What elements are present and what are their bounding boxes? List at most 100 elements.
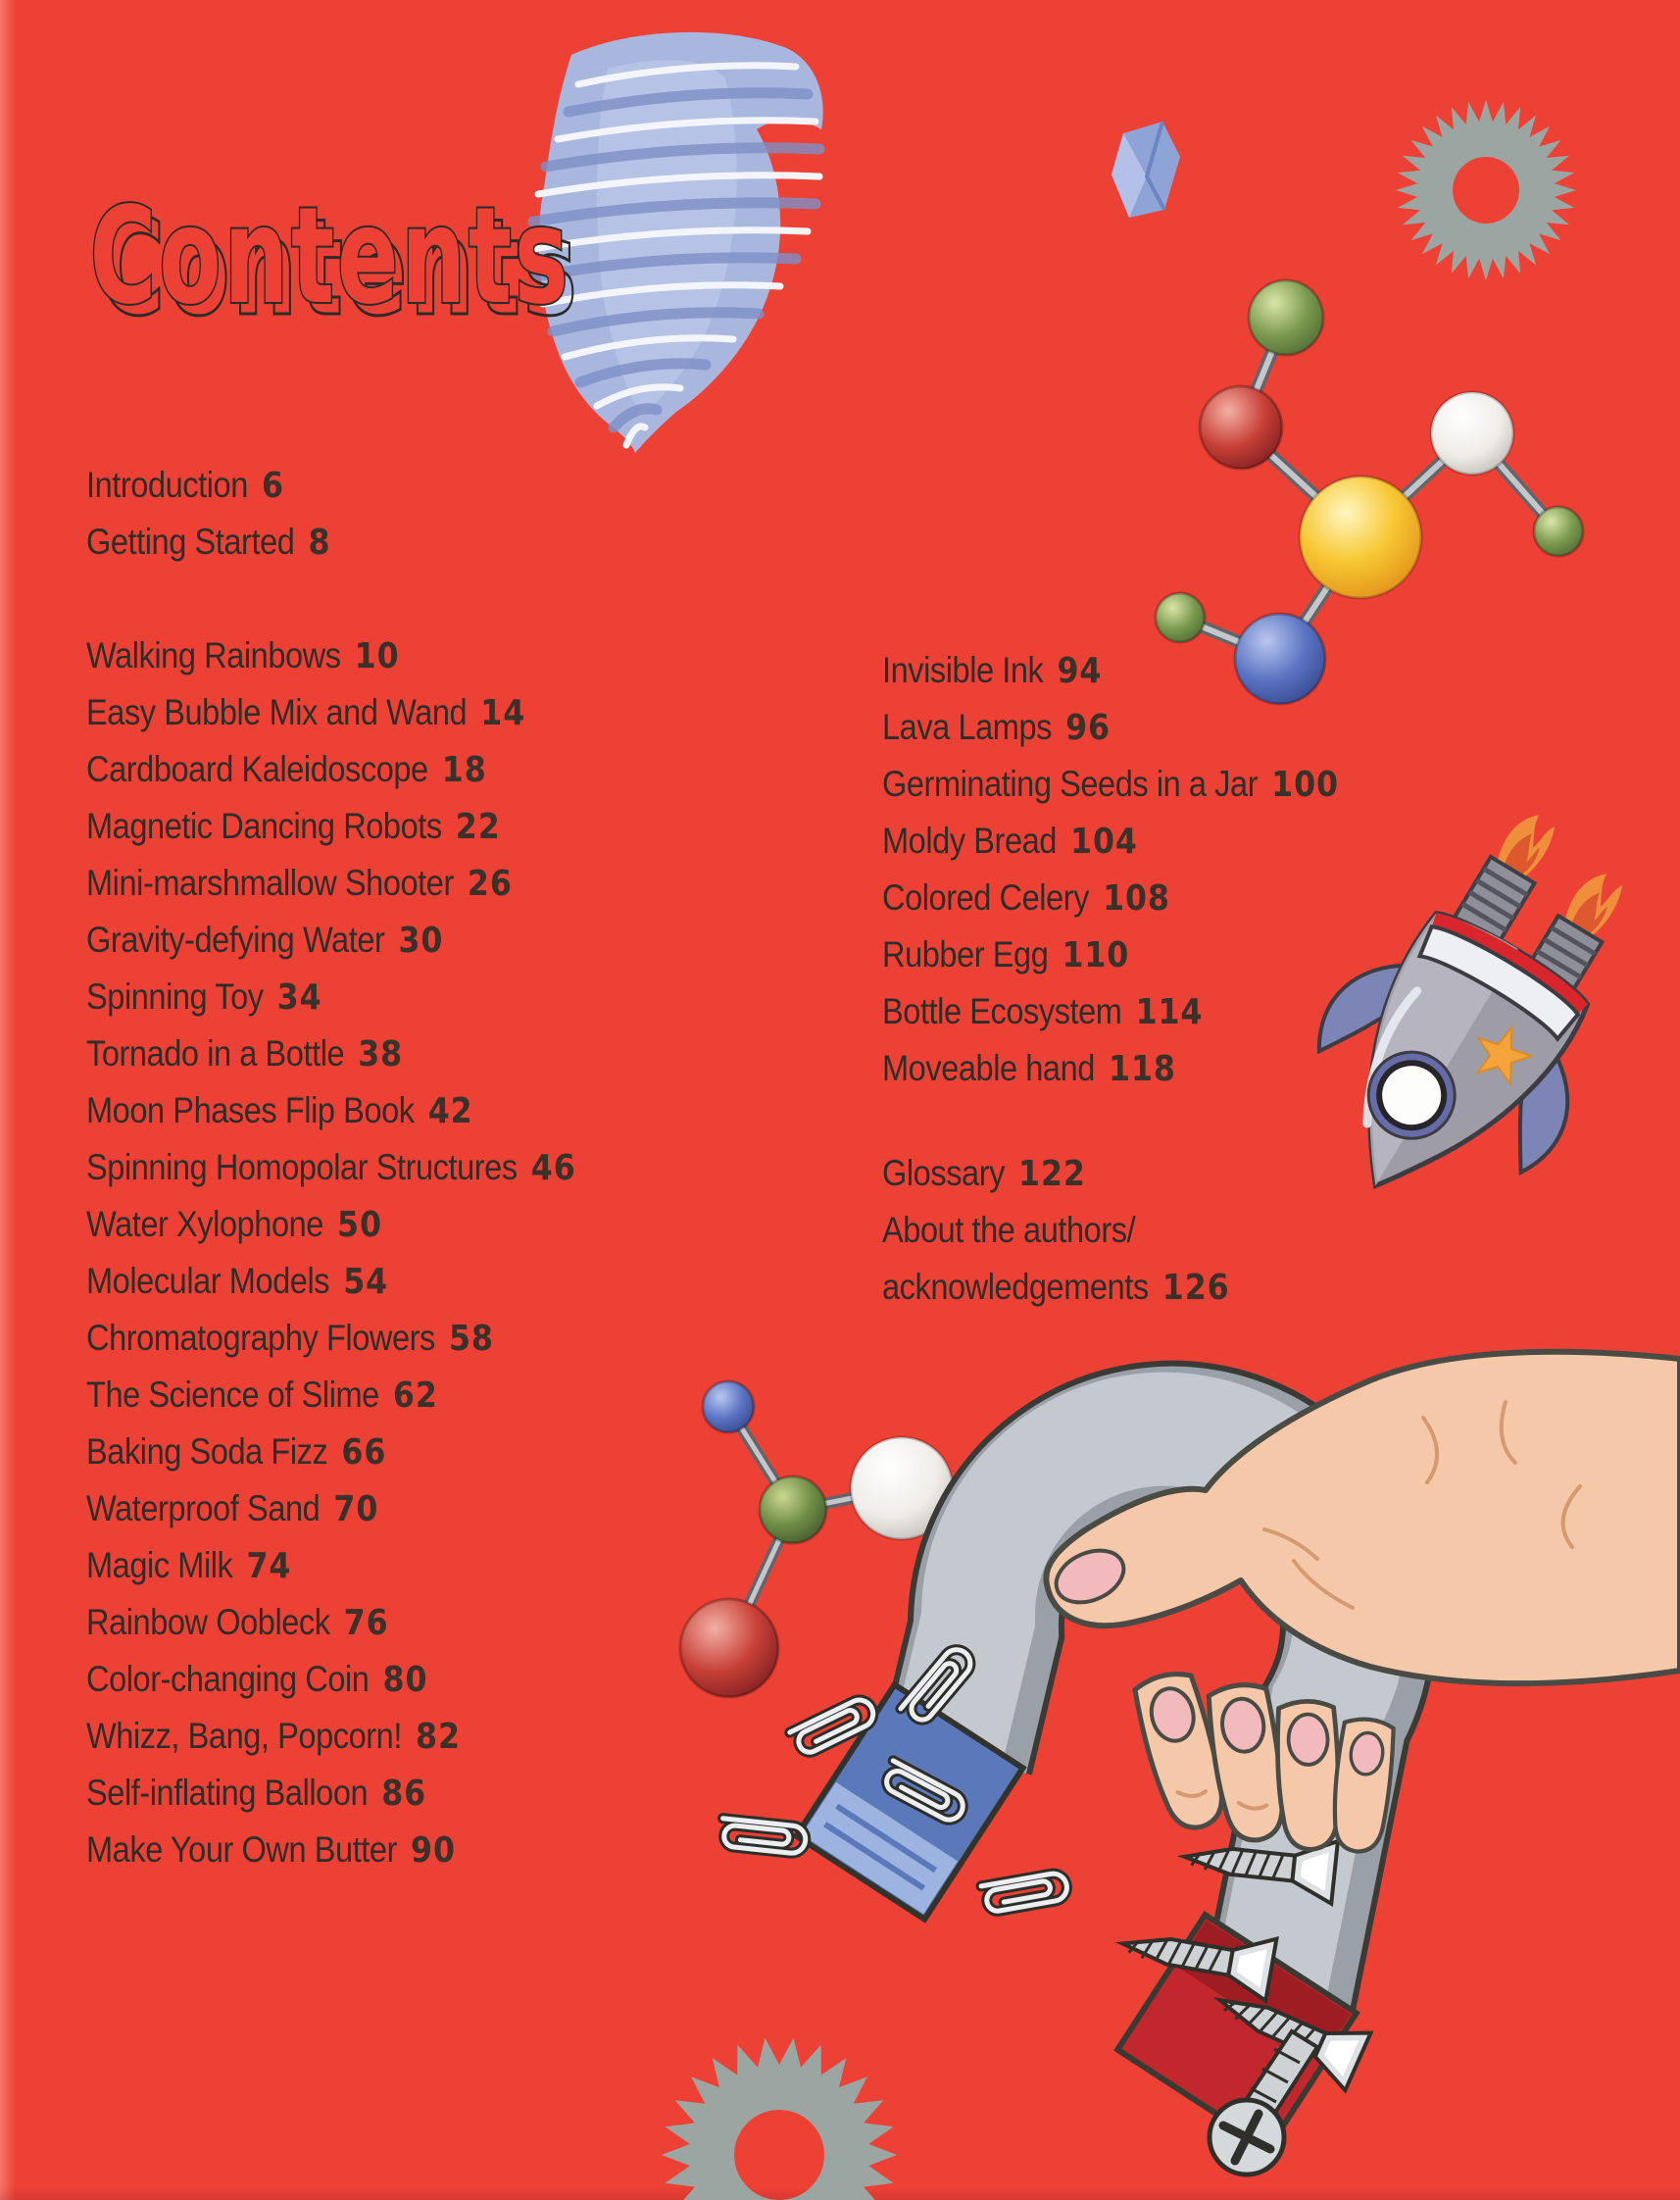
hand-fingers xyxy=(1132,1672,1396,1854)
toc-entry: About the authors/ xyxy=(882,1202,1230,1259)
toc-entry-label: Walking Rainbows xyxy=(86,635,341,675)
hand-palm xyxy=(1043,1348,1680,1686)
toc-entry-page-number: 6 xyxy=(261,465,284,506)
toc-entry: Moveable hand 118 xyxy=(882,1040,1339,1097)
gear-icon-top-right xyxy=(1396,100,1576,280)
toc-entry: Moldy Bread 104 xyxy=(882,813,1339,870)
toc-entry-label: acknowledgements xyxy=(882,1267,1149,1307)
toc-entry-label: Rainbow Oobleck xyxy=(86,1602,330,1642)
toc-entry-label: Magic Milk xyxy=(86,1545,233,1585)
toc-entry-label: Self-inflating Balloon xyxy=(86,1773,369,1813)
toc-experiments-left-column: Walking Rainbows 10 Easy Bubble Mix and Wa… xyxy=(86,627,643,1878)
page-title-shadow: Contents xyxy=(98,191,579,339)
toc-entry-label: Magnetic Dancing Robots xyxy=(86,806,442,846)
toc-entry: Waterproof Sand 70 xyxy=(86,1480,576,1537)
toc-entry-label: Tornado in a Bottle xyxy=(86,1033,345,1074)
toc-entry-label: Getting Started xyxy=(86,522,295,562)
toc-entry-page-number: 30 xyxy=(398,920,444,961)
toc-entry-page-number: 8 xyxy=(308,522,331,563)
toc-entry: Easy Bubble Mix and Wand 14 xyxy=(86,684,576,741)
toc-entry-page-number: 70 xyxy=(333,1488,379,1529)
toc-entry-label: Invisible Ink xyxy=(882,650,1044,690)
toc-entry-page-number: 94 xyxy=(1057,650,1103,691)
magnet-red-pole xyxy=(1113,1910,1360,2153)
toc-entry-label: Moldy Bread xyxy=(882,821,1057,861)
toc-entry-page-number: 76 xyxy=(343,1602,389,1643)
toc-entry: Introduction 6 xyxy=(86,457,330,514)
toc-entry-label: Glossary xyxy=(882,1153,1005,1193)
toc-entry-page-number: 42 xyxy=(427,1090,473,1131)
toc-entry-page-number: 54 xyxy=(343,1261,389,1302)
toc-entry-label: Waterproof Sand xyxy=(86,1488,321,1528)
toc-entry-page-number: 118 xyxy=(1109,1048,1176,1089)
toc-entry: Magic Milk 74 xyxy=(86,1537,576,1594)
toc-entry-page-number: 18 xyxy=(441,749,487,790)
toc-entry-page-number: 62 xyxy=(392,1375,438,1416)
toc-entry-label: Spinning Homopolar Structures xyxy=(86,1147,518,1187)
toc-entry-page-number: 82 xyxy=(416,1716,461,1757)
star-icon xyxy=(1475,1025,1535,1087)
toc-entry: Whizz, Bang, Popcorn! 82 xyxy=(86,1708,576,1765)
toc-entry-label: Rubber Egg xyxy=(882,934,1049,975)
toc-entry-label: Moon Phases Flip Book xyxy=(86,1090,415,1130)
toc-entry: Bottle Ecosystem 114 xyxy=(882,983,1339,1040)
toc-entry-page-number: 50 xyxy=(337,1204,382,1245)
hand-holding-magnet xyxy=(1043,1348,1680,1854)
paper-clip-icons xyxy=(720,1644,1069,1913)
toc-entry: Water Xylophone 50 xyxy=(86,1196,576,1253)
toc-entry: Moon Phases Flip Book 42 xyxy=(86,1082,576,1139)
toc-entry-label: Water Xylophone xyxy=(86,1204,323,1244)
toc-entry-page-number: 58 xyxy=(448,1318,494,1359)
toc-entry: acknowledgements 126 xyxy=(882,1259,1230,1316)
toc-entry-page-number: 80 xyxy=(382,1659,428,1700)
toc-entry-label: Make Your Own Butter xyxy=(86,1829,397,1870)
toc-entry-label: Spinning Toy xyxy=(86,976,264,1017)
toc-entry-page-number: 22 xyxy=(455,806,501,847)
toc-entry: Colored Celery 108 xyxy=(882,870,1339,926)
screw-icons xyxy=(1114,1824,1373,2177)
toc-entry-page-number: 104 xyxy=(1070,821,1138,862)
page-edge-shading-bottom xyxy=(0,2186,1680,2200)
toc-entry-label: Chromatography Flowers xyxy=(86,1318,435,1358)
toc-entry: Make Your Own Butter 90 xyxy=(86,1822,576,1878)
toc-entry-label: Easy Bubble Mix and Wand xyxy=(86,692,468,732)
toc-entry: Spinning Toy 34 xyxy=(86,969,576,1025)
molecule-model-small xyxy=(678,1379,955,1699)
toc-entry-page-number: 110 xyxy=(1062,934,1130,975)
toc-entry-page-number: 122 xyxy=(1018,1153,1086,1194)
toc-entry: Invisible Ink 94 xyxy=(882,642,1339,699)
toc-entry: Rubber Egg 110 xyxy=(882,926,1339,983)
toc-entry: Cardboard Kaleidoscope 18 xyxy=(86,741,576,798)
toc-entry-label: Germinating Seeds in a Jar xyxy=(882,764,1259,804)
horseshoe-magnet-illustration xyxy=(792,1360,1437,2153)
page-edge-shading xyxy=(0,0,16,2200)
thumb-nail xyxy=(1054,1548,1126,1605)
hand-creases xyxy=(1262,1400,1582,1610)
toc-entry-label: Color-changing Coin xyxy=(86,1659,370,1699)
toc-entry-label: Baking Soda Fizz xyxy=(86,1431,328,1472)
toc-entry: Walking Rainbows 10 xyxy=(86,627,576,684)
toc-entry-label: Whizz, Bang, Popcorn! xyxy=(86,1716,402,1756)
toc-entry: Spinning Homopolar Structures 46 xyxy=(86,1139,576,1196)
toc-entry-page-number: 14 xyxy=(480,692,526,733)
toc-entry: Glossary 122 xyxy=(882,1145,1230,1202)
toc-entry-label: Cardboard Kaleidoscope xyxy=(86,749,428,789)
molecule-model-large xyxy=(1154,278,1585,706)
toc-entry: Rainbow Oobleck 76 xyxy=(86,1594,576,1651)
toc-entry-page-number: 96 xyxy=(1065,707,1111,748)
toc-entry-page-number: 108 xyxy=(1103,877,1170,919)
toc-entry: Tornado in a Bottle 38 xyxy=(86,1025,576,1082)
toc-entry: Chromatography Flowers 58 xyxy=(86,1310,576,1367)
gear-icon-bottom xyxy=(662,2037,897,2200)
toc-entry: Color-changing Coin 80 xyxy=(86,1651,576,1708)
toc-entry-page-number: 46 xyxy=(530,1147,576,1188)
toc-entry-label: Bottle Ecosystem xyxy=(882,991,1122,1031)
toc-entry-page-number: 26 xyxy=(467,863,513,904)
toc-entry-page-number: 34 xyxy=(276,976,322,1018)
toc-entry: Lava Lamps 96 xyxy=(882,699,1339,756)
toc-experiments-right-column: Invisible Ink 94 Lava Lamps 96 Germinating S… xyxy=(882,642,1402,1097)
toc-entry: Germinating Seeds in a Jar 100 xyxy=(882,756,1339,813)
toc-entry-page-number: 114 xyxy=(1135,991,1204,1032)
toc-entry-page-number: 66 xyxy=(341,1431,387,1473)
